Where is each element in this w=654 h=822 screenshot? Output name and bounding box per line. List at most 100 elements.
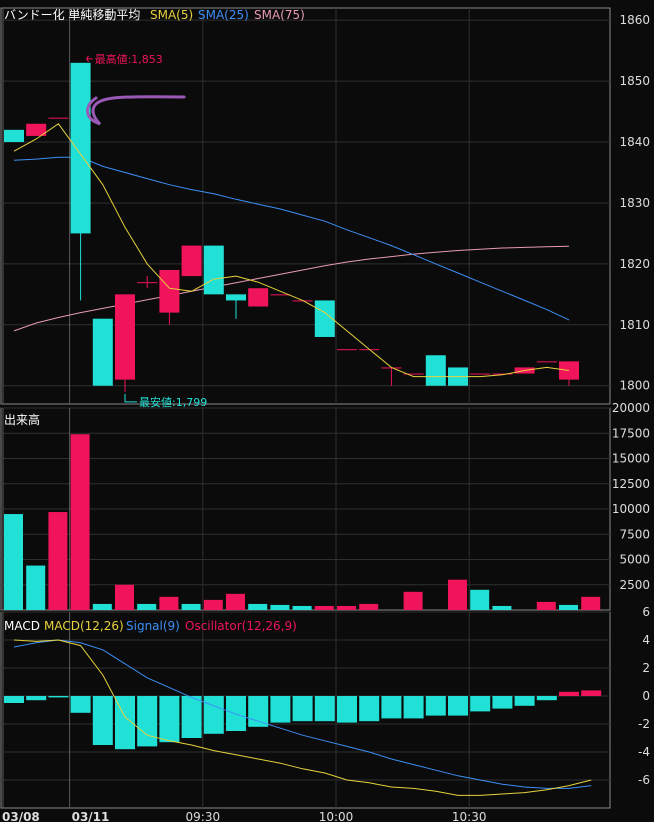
price-ytick-label: 1810 bbox=[619, 318, 650, 332]
candle-body bbox=[536, 361, 557, 363]
volume-bar bbox=[403, 591, 423, 610]
volume-bar bbox=[137, 603, 157, 610]
volume-bar bbox=[159, 596, 179, 610]
volume-bar bbox=[581, 596, 601, 610]
volume-ytick-label: 7500 bbox=[619, 527, 650, 541]
legend-signal: Signal(9) bbox=[126, 619, 180, 633]
max-price-label: 最高値:1,853 bbox=[95, 52, 163, 66]
oscillator-bar bbox=[492, 696, 513, 709]
candle-body bbox=[159, 269, 180, 313]
oscillator-bar bbox=[270, 696, 291, 723]
volume-bar bbox=[292, 605, 312, 610]
oscillator-bar bbox=[314, 696, 335, 722]
candle-body bbox=[248, 288, 269, 307]
oscillator-bar bbox=[48, 696, 69, 698]
macd-panel: -6 -4 -2 0 2 4 6 bbox=[0, 605, 650, 809]
oscillator-bar bbox=[337, 696, 357, 723]
volume-bar bbox=[226, 593, 245, 610]
volume-bar bbox=[359, 603, 379, 610]
oscillator-bar bbox=[470, 696, 491, 712]
min-arrow bbox=[124, 393, 137, 403]
volume-ytick-label: 10000 bbox=[612, 502, 650, 516]
volume-ytick-label: 17500 bbox=[612, 426, 650, 440]
macd-line bbox=[13, 639, 592, 796]
volume-ytick-label: 15000 bbox=[612, 452, 650, 466]
volume-bar bbox=[115, 584, 134, 610]
volume-ytick-label: 12500 bbox=[612, 477, 650, 491]
macd-title: MACD bbox=[4, 619, 40, 633]
min-price-label: 最安値:1,799 bbox=[139, 395, 207, 409]
macd-ytick-label: -4 bbox=[638, 745, 650, 759]
volume-bar bbox=[314, 605, 334, 610]
legend-macd: MACD(12,26) bbox=[44, 619, 124, 633]
price-title: バンドー化 単純移動平均 bbox=[4, 8, 140, 22]
volume-bar bbox=[203, 599, 223, 610]
sma75-line bbox=[13, 245, 570, 332]
candle-body bbox=[337, 349, 357, 351]
x-tick-label: 03/11 bbox=[72, 810, 110, 822]
candle-body bbox=[270, 294, 291, 296]
x-tick-label: 03/08 bbox=[2, 810, 40, 822]
macd-ytick-label: -2 bbox=[638, 717, 650, 731]
candle-body bbox=[470, 373, 491, 375]
volume-ytick-label: 20000 bbox=[612, 401, 650, 415]
price-ytick-label: 1840 bbox=[619, 135, 650, 149]
volume-title: 出来高 bbox=[4, 412, 40, 427]
oscillator-bar bbox=[226, 696, 246, 731]
candle-body bbox=[4, 129, 24, 143]
oscillator-bar bbox=[425, 696, 446, 716]
sma25-line bbox=[13, 156, 570, 321]
volume-ytick-label: 2500 bbox=[619, 578, 650, 592]
volume-bar bbox=[4, 514, 23, 610]
annotation-squiggle bbox=[86, 95, 186, 126]
oscillator-bar bbox=[559, 691, 579, 696]
candle-body bbox=[26, 123, 47, 136]
x-tick-label: 09:30 bbox=[186, 810, 221, 822]
price-ytick-label: 1830 bbox=[619, 196, 650, 210]
candle-body bbox=[492, 373, 513, 375]
price-frame bbox=[0, 7, 611, 405]
legend-oscillator: Oscillator(12,26,9) bbox=[185, 619, 297, 633]
oscillator-bar bbox=[381, 696, 402, 719]
candle-body bbox=[48, 117, 69, 119]
volume-bar bbox=[470, 589, 490, 610]
candle-body bbox=[70, 62, 91, 234]
volume-bar bbox=[26, 565, 46, 610]
oscillator-bar bbox=[70, 696, 91, 713]
price-ytick-label: 1820 bbox=[619, 257, 650, 271]
volume-panel: 2500 5000 7500 10000 12500 15000 17500 20000 bbox=[0, 401, 650, 611]
oscillator-bar bbox=[115, 696, 135, 750]
oscillator-bar bbox=[26, 696, 47, 701]
signal-line bbox=[13, 639, 592, 789]
volume-bar bbox=[448, 579, 467, 610]
oscillator-bar bbox=[137, 696, 158, 747]
price-panel: 1800 1810 1820 1830 1840 1850 1860 bbox=[0, 7, 650, 405]
candle-body bbox=[381, 367, 402, 369]
max-arrow bbox=[86, 55, 93, 63]
volume-bar bbox=[337, 605, 356, 610]
volume-bar bbox=[559, 604, 578, 610]
macd-ytick-label: 6 bbox=[642, 605, 650, 619]
oscillator-bar bbox=[159, 696, 180, 743]
oscillator-bar bbox=[359, 696, 380, 722]
candle-body bbox=[403, 373, 424, 375]
oscillator-bar bbox=[92, 696, 113, 745]
oscillator-bar bbox=[536, 696, 557, 701]
oscillator-bar bbox=[403, 696, 424, 719]
volume-bar bbox=[70, 434, 90, 610]
candle-body bbox=[181, 245, 202, 277]
x-axis: 03/08 03/11 09:30 10:00 10:30 bbox=[2, 810, 486, 822]
price-ytick-label: 1800 bbox=[619, 379, 650, 393]
sma5-line bbox=[13, 123, 570, 378]
macd-ytick-label: -6 bbox=[638, 773, 650, 787]
oscillator-bar bbox=[292, 696, 313, 722]
oscillator-bar bbox=[181, 696, 202, 738]
volume-bar bbox=[536, 601, 556, 610]
macd-ytick-label: 4 bbox=[642, 633, 650, 647]
volume-bar bbox=[92, 603, 112, 610]
volume-bar bbox=[48, 512, 68, 610]
candle-body bbox=[115, 294, 135, 380]
legend-sma25: SMA(25) bbox=[198, 8, 249, 22]
